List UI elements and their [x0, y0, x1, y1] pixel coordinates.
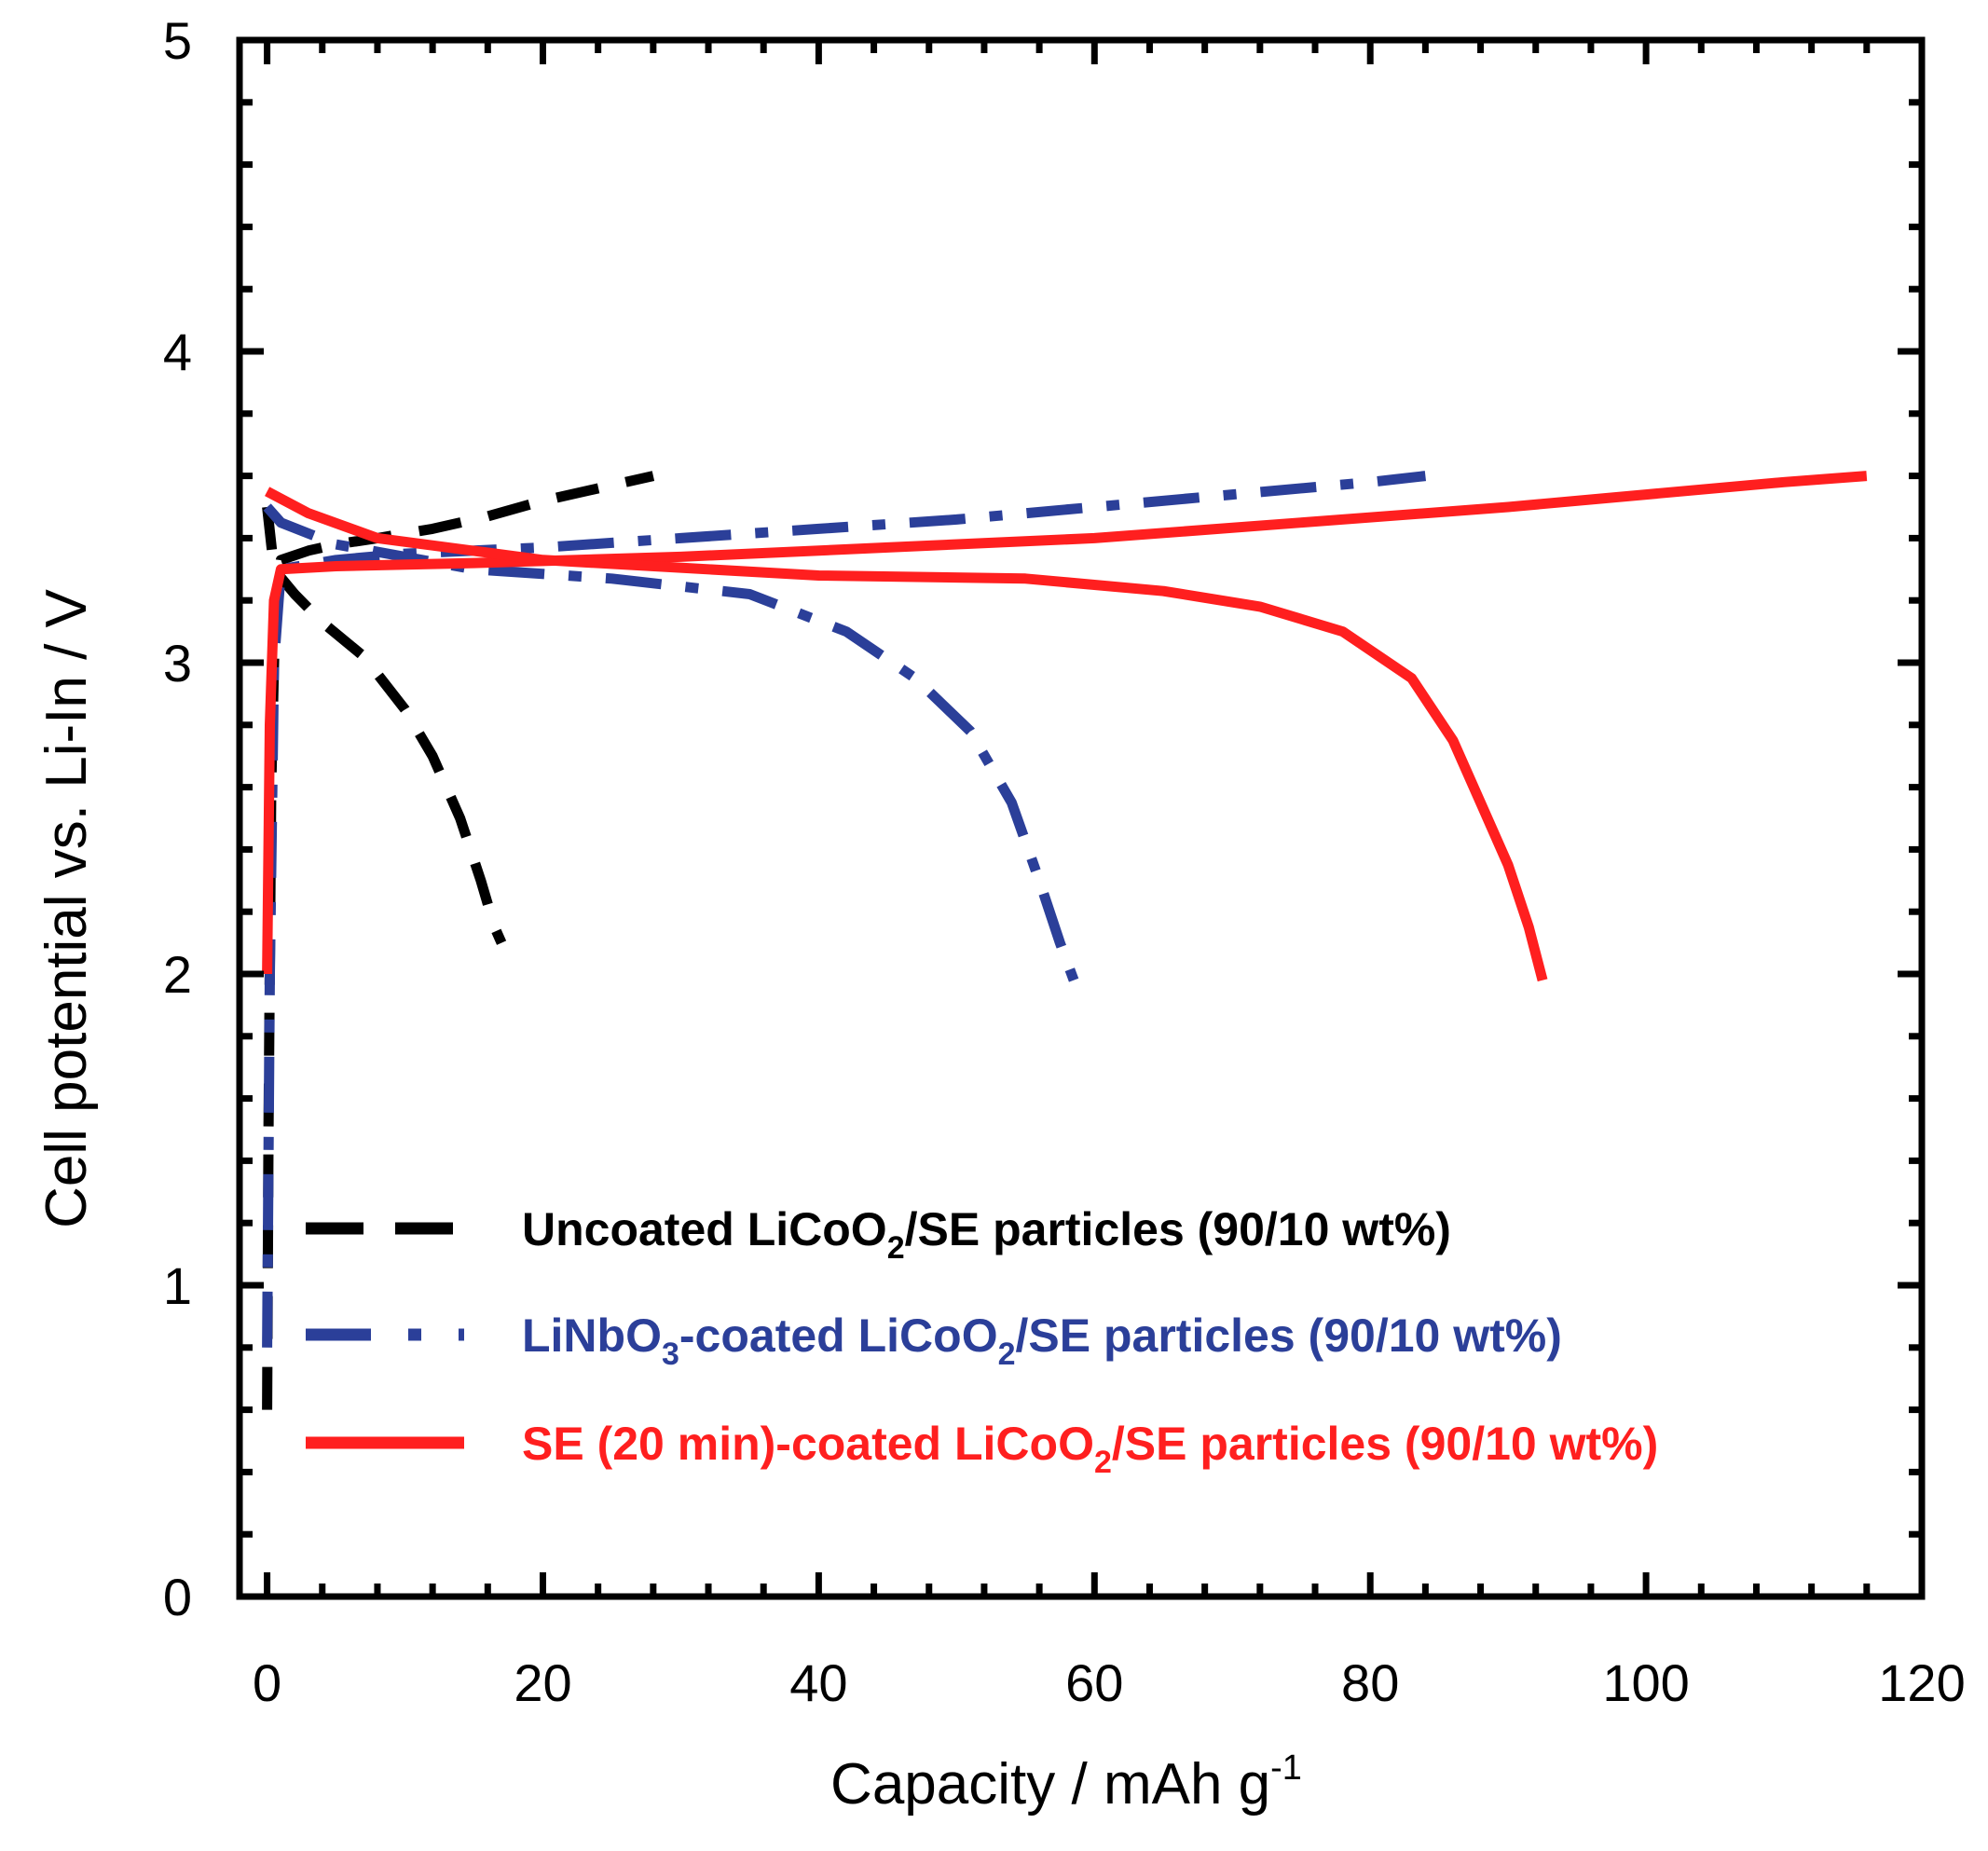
series-1-discharge-curve: [262, 506, 507, 945]
legend-text-part: /SE particles (90/10 wt%): [1112, 1418, 1658, 1470]
legend-text-part: -coated LiCoO: [679, 1309, 998, 1362]
x-axis-label: Capacity / mAh g-1: [830, 1748, 1302, 1817]
legend-label-1: Uncoated LiCoO2/SE particles (90/10 wt%): [522, 1203, 1451, 1266]
legend-subscript: 2: [998, 1337, 1016, 1372]
plot-axes: [236, 36, 1926, 1600]
y-tick-label: 3: [163, 634, 192, 692]
series-1-charge-curve: [262, 471, 655, 1410]
series-2-charge-curve: [262, 471, 1427, 1348]
legend-subscript: 2: [887, 1230, 905, 1266]
x-tick-label: 100: [1602, 1653, 1689, 1712]
legend-text-part: /SE particles (90/10 wt%): [1016, 1309, 1562, 1362]
legend-subscript: 2: [1094, 1445, 1112, 1480]
x-axis-label-text: Capacity / mAh g: [830, 1752, 1270, 1817]
x-tick-label: 120: [1878, 1653, 1965, 1712]
x-tick-label: 20: [514, 1653, 571, 1712]
legend-subscript: 3: [662, 1337, 679, 1372]
tick-labels: 0 20 40 60 80 100 120 0 1 2 3 4 5: [163, 11, 1966, 1712]
x-tick-label: 80: [1341, 1653, 1399, 1712]
plot-curves: [262, 471, 1868, 1410]
legend-text-part: /SE particles (90/10 wt%): [905, 1203, 1451, 1255]
y-tick-label: 5: [163, 11, 192, 70]
legend-label-2: LiNbO3-coated LiCoO2/SE particles (90/10…: [522, 1309, 1562, 1372]
series-3-charge-curve: [262, 471, 1868, 975]
series-2-discharge-curve: [263, 503, 1079, 982]
x-tick-label: 40: [789, 1653, 847, 1712]
y-tick-label: 0: [163, 1568, 192, 1626]
legend-text-part: LiNbO: [522, 1309, 662, 1362]
legend-text-part: Uncoated LiCoO: [522, 1203, 887, 1255]
y-axis-label: Cell potential vs. Li-In / V: [34, 588, 99, 1227]
y-tick-label: 2: [163, 945, 192, 1004]
legend-text-part: SE (20 min)-coated LiCoO: [522, 1418, 1094, 1470]
x-tick-label: 0: [253, 1653, 281, 1712]
x-axis-label-superscript: -1: [1270, 1748, 1302, 1788]
legend-label-3: SE (20 min)-coated LiCoO2/SE particles (…: [522, 1418, 1658, 1480]
legend: Uncoated LiCoO2/SE particles (90/10 wt%)…: [306, 1203, 1658, 1480]
plot-frame: [236, 36, 1926, 1600]
series-3-discharge-curve: [265, 487, 1548, 982]
x-tick-label: 60: [1065, 1653, 1123, 1712]
y-tick-label: 4: [163, 322, 192, 381]
y-tick-label: 1: [163, 1256, 192, 1315]
